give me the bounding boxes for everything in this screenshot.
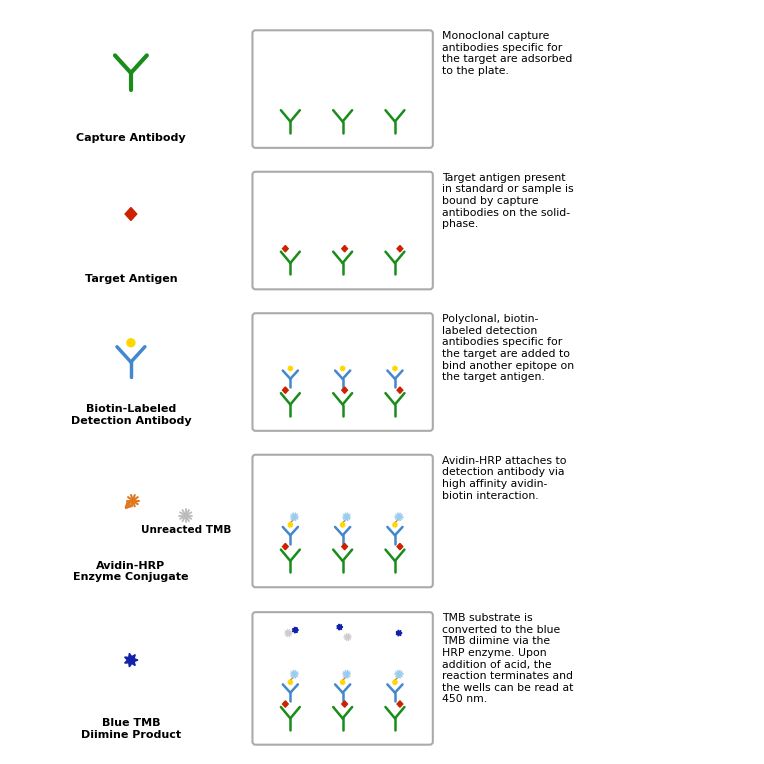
Polygon shape [342, 387, 348, 393]
Circle shape [393, 523, 397, 527]
Polygon shape [125, 208, 137, 221]
Text: Target Antigen: Target Antigen [85, 274, 177, 284]
FancyBboxPatch shape [252, 455, 433, 588]
Circle shape [127, 338, 135, 347]
Polygon shape [342, 245, 348, 252]
Text: Capture Antibody: Capture Antibody [76, 133, 186, 143]
Polygon shape [397, 543, 403, 550]
Circle shape [288, 523, 293, 527]
Text: Biotin-Labeled
Detection Antibody: Biotin-Labeled Detection Antibody [70, 404, 191, 426]
Polygon shape [283, 543, 288, 550]
Polygon shape [283, 701, 288, 707]
Text: Unreacted TMB: Unreacted TMB [141, 525, 231, 535]
FancyBboxPatch shape [252, 313, 433, 431]
Text: Monoclonal capture
antibodies specific for
the target are adsorbed
to the plate.: Monoclonal capture antibodies specific f… [442, 31, 572, 76]
Text: TMB substrate is
converted to the blue
TMB diimine via the
HRP enzyme. Upon
addi: TMB substrate is converted to the blue T… [442, 613, 573, 704]
FancyBboxPatch shape [252, 612, 433, 745]
Polygon shape [342, 543, 348, 550]
Polygon shape [283, 245, 288, 252]
Circle shape [393, 367, 397, 371]
Circle shape [341, 680, 345, 685]
Text: Polyclonal, biotin-
labeled detection
antibodies specific for
the target are add: Polyclonal, biotin- labeled detection an… [442, 314, 574, 382]
FancyBboxPatch shape [252, 31, 433, 148]
Circle shape [393, 680, 397, 685]
FancyBboxPatch shape [252, 172, 433, 290]
Polygon shape [283, 387, 288, 393]
Polygon shape [342, 701, 348, 707]
Text: Target antigen present
in standard or sample is
bound by capture
antibodies on t: Target antigen present in standard or sa… [442, 173, 574, 229]
Polygon shape [397, 245, 403, 252]
Text: Avidin-HRP
Enzyme Conjugate: Avidin-HRP Enzyme Conjugate [73, 561, 189, 582]
Polygon shape [396, 630, 402, 636]
Polygon shape [293, 627, 299, 633]
Polygon shape [397, 387, 403, 393]
Polygon shape [125, 653, 138, 667]
Polygon shape [337, 624, 343, 630]
Polygon shape [397, 701, 403, 707]
Circle shape [341, 523, 345, 527]
Circle shape [288, 680, 293, 685]
Text: Avidin-HRP attaches to
detection antibody via
high affinity avidin-
biotin inter: Avidin-HRP attaches to detection antibod… [442, 456, 566, 500]
Circle shape [341, 367, 345, 371]
Circle shape [288, 367, 293, 371]
Text: Blue TMB
Diimine Product: Blue TMB Diimine Product [81, 718, 181, 740]
